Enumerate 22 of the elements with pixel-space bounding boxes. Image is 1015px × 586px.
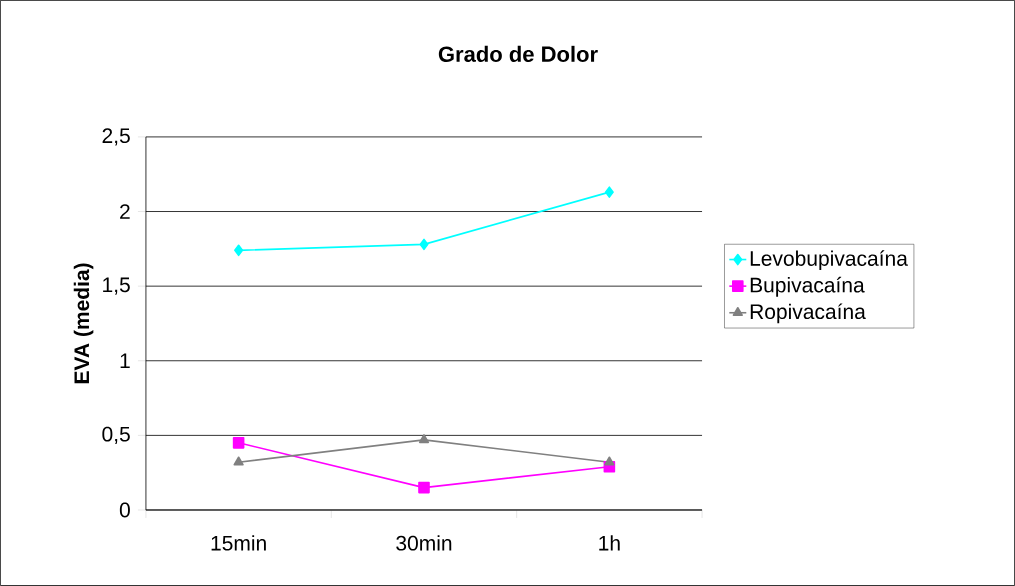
chart-title: Grado de Dolor (438, 45, 598, 63)
x-tick-label: 15min (211, 535, 266, 551)
y-tick-label: 2 (120, 204, 130, 219)
x-tick-label: 30min (396, 535, 452, 551)
legend-label: Levobupivacaína (750, 250, 908, 271)
point (232, 437, 245, 449)
legend-label: Bupivacaína (750, 276, 865, 297)
legend-label: Ropivacaína (750, 303, 866, 324)
y-tick-label: 0,5 (102, 426, 130, 445)
point (418, 434, 430, 444)
y-tick-label: 1,5 (103, 277, 130, 295)
point (419, 238, 429, 251)
point (234, 244, 244, 257)
y-axis-title: EVA (media) (73, 263, 94, 384)
point (418, 481, 430, 494)
y-tick-label: 1 (120, 353, 130, 369)
point (604, 186, 614, 198)
y-tick-label: 0 (119, 502, 130, 518)
y-tick-label: 2,5 (102, 128, 130, 146)
point (604, 456, 615, 466)
x-tick-label: 1h (599, 535, 620, 551)
point (233, 456, 244, 466)
